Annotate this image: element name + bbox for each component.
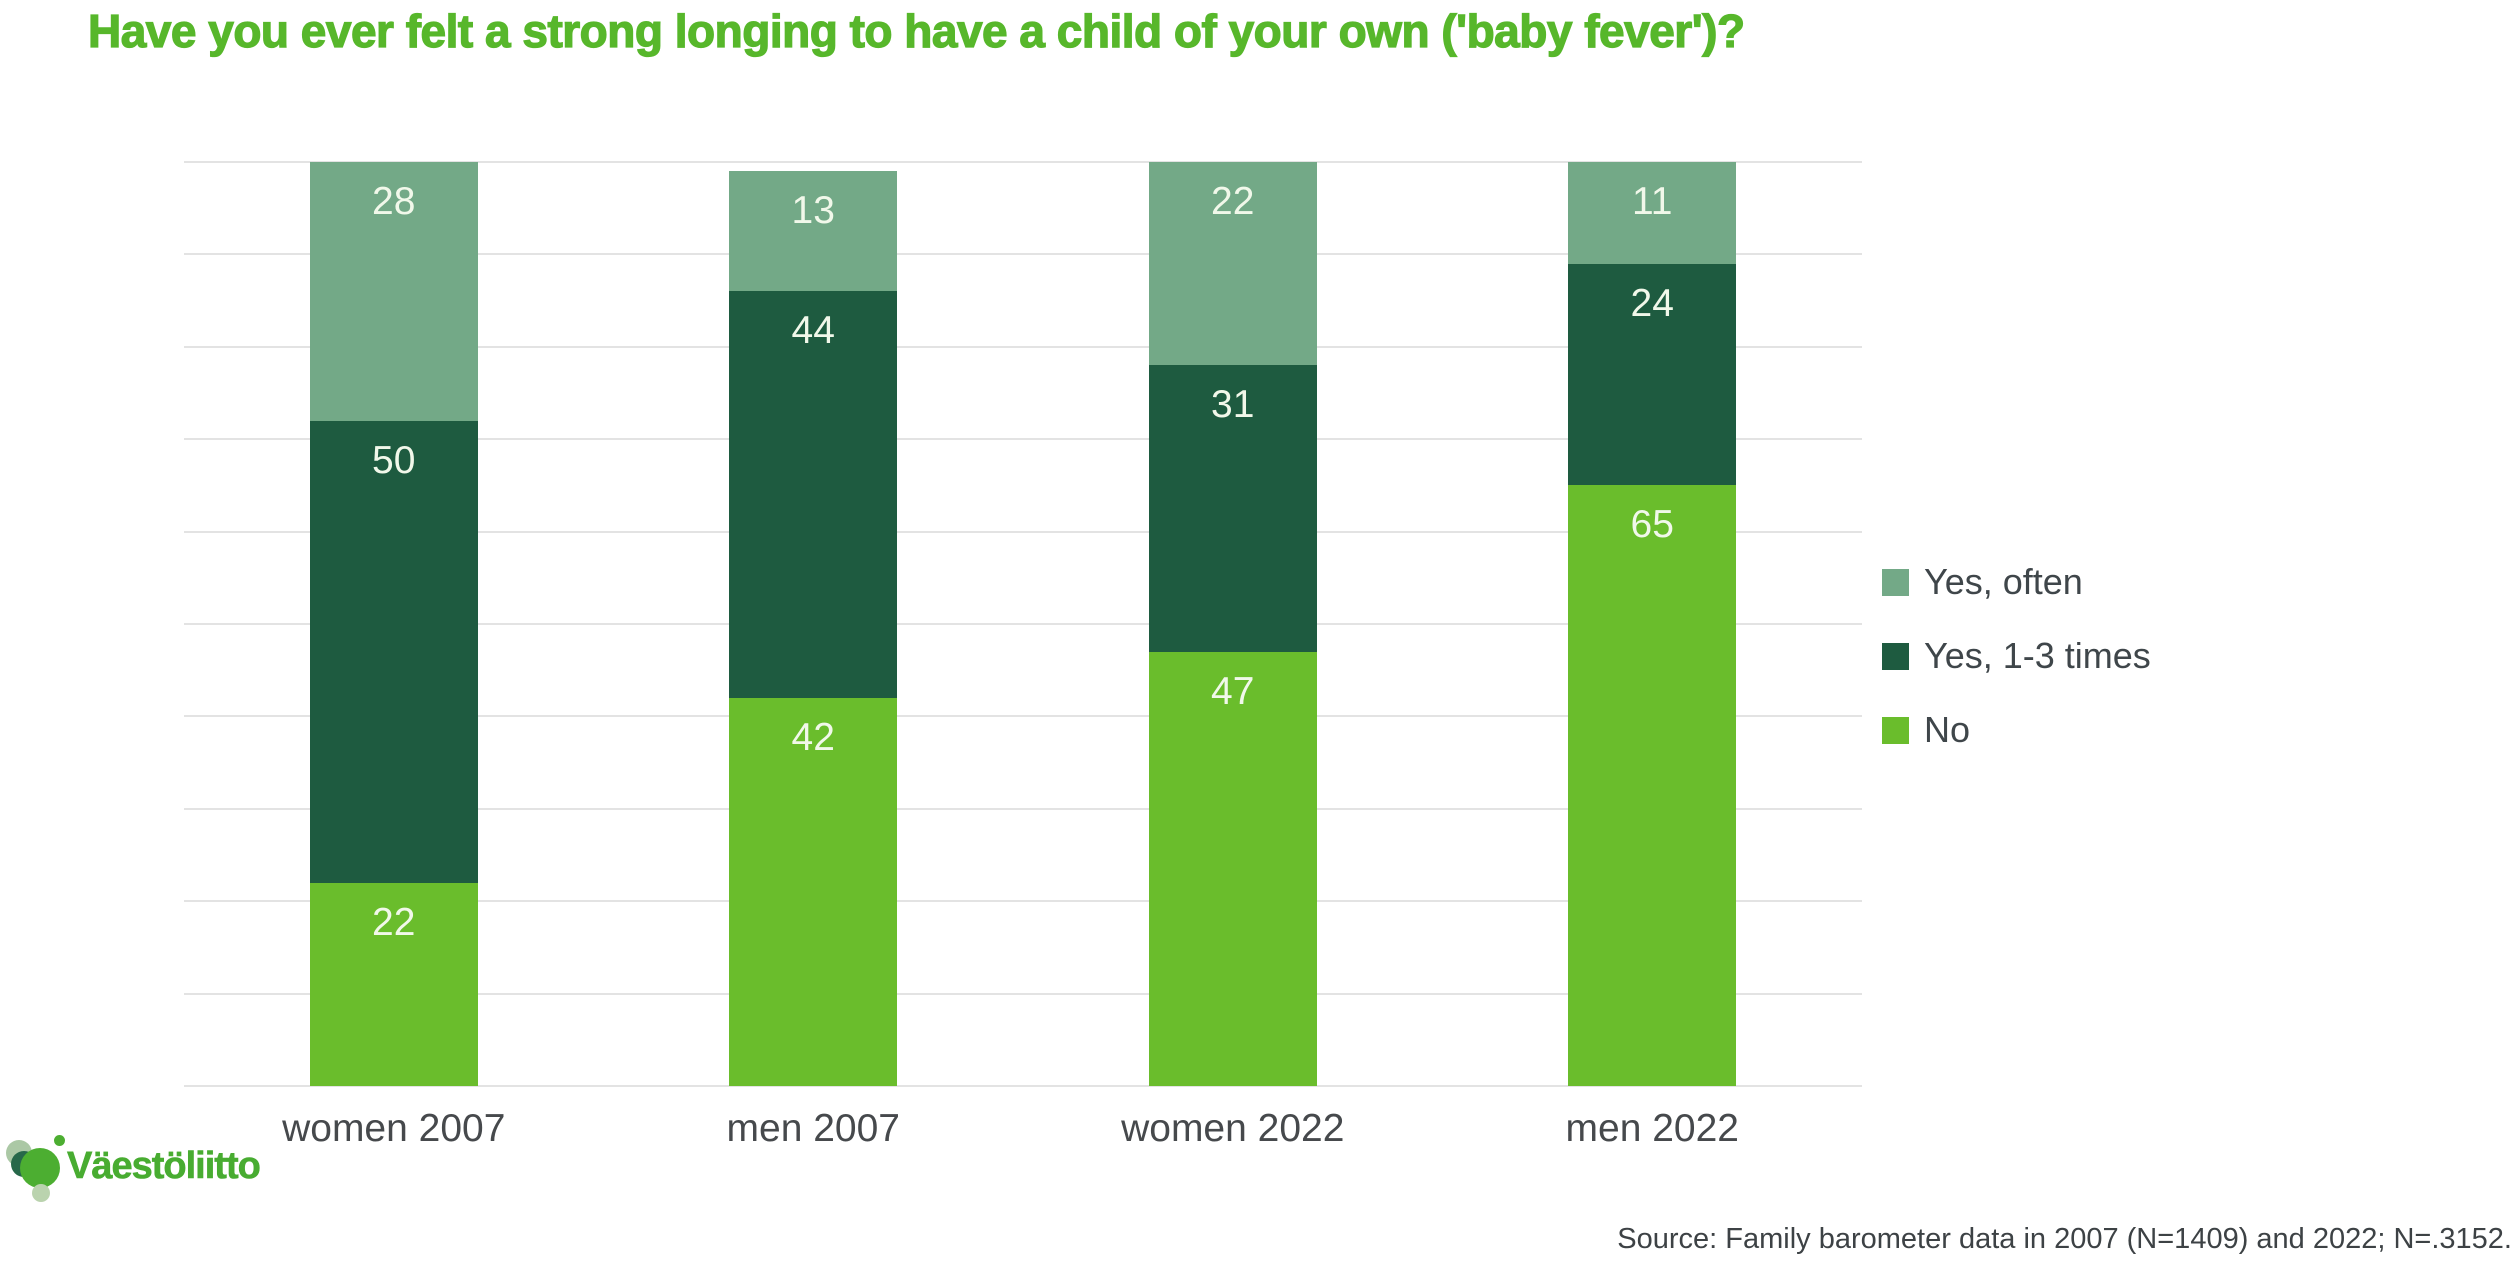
segment-yes-1-3-times-men-2007: 44 [729,291,898,698]
segment-value-label: 22 [372,900,416,944]
legend-swatch-icon [1882,642,1909,670]
logo-circle-sage-bottom-icon [32,1184,50,1202]
x-axis-label-men-2022: men 2022 [1565,1107,1739,1150]
legend-item-yes-1-3-times: Yes, 1-3 times [1882,636,2151,676]
gridline [184,530,1862,533]
gridline [184,623,1862,625]
legend-label: Yes, 1-3 times [1924,635,2151,676]
gridline [184,992,1862,995]
gridline [184,253,1862,256]
gridline [184,1085,1862,1087]
legend: Yes, often Yes, 1-3 times No [1882,562,2151,750]
legend-swatch-icon [1882,568,1909,596]
segment-value-label: 22 [1211,180,1255,223]
segment-value-label: 11 [1632,180,1673,223]
bar-men-2007: 13 44 42 [729,171,898,1086]
segment-no-men-2022: 65 [1568,485,1737,1086]
segment-yes-often-women-2022: 22 [1148,162,1317,366]
segment-value-label: 44 [791,309,835,353]
logo-circle-dot-icon [54,1135,65,1146]
chart-title: Have you ever felt a strong longing to h… [87,4,1745,57]
segment-yes-1-3-times-women-2007: 50 [309,420,478,883]
segment-yes-1-3-times-men-2022: 24 [1568,263,1737,486]
segment-value-label: 31 [1211,383,1255,427]
x-axis-labels: women 2007 men 2007 women 2022 men 2022 [184,1107,1862,1160]
legend-item-no: No [1882,710,2151,750]
gridline [184,807,1862,810]
segment-no-women-2007: 22 [309,882,478,1086]
logo-text: Väestöliitto [67,1145,261,1188]
segment-value-label: 65 [1630,503,1674,547]
vaestoliitto-logo: Väestöliitto [6,1126,368,1236]
segment-no-men-2007: 42 [729,697,898,1086]
segment-value-label: 13 [791,189,835,233]
gridline [184,900,1862,903]
gridline [184,161,1862,163]
segment-yes-1-3-times-women-2022: 31 [1148,365,1317,652]
gridline [184,345,1862,348]
segment-value-label: 28 [372,180,416,223]
logo-circle-green-icon [20,1148,60,1188]
segment-no-women-2022: 47 [1148,651,1317,1086]
x-axis-label-women-2022: women 2022 [1121,1107,1345,1150]
segment-value-label: 42 [791,715,835,759]
bar-women-2022: 22 31 47 [1148,162,1317,1086]
gridline [184,715,1862,718]
gridline [184,438,1862,441]
segment-value-label: 47 [1211,669,1255,713]
segment-yes-often-men-2022: 11 [1568,162,1737,264]
x-axis-label-women-2007: women 2007 [282,1107,506,1150]
source-note: Source: Family barometer data in 2007 (N… [1617,1223,2512,1255]
plot-area: 28 50 22 13 44 42 22 31 47 11 24 65 [184,161,1862,1087]
legend-swatch-icon [1882,716,1909,744]
x-axis-label-men-2007: men 2007 [726,1107,900,1150]
segment-yes-often-women-2007: 28 [309,162,478,421]
bar-men-2022: 11 24 65 [1568,162,1737,1086]
legend-label: No [1924,709,1971,750]
legend-item-yes-often: Yes, often [1882,562,2151,602]
segment-yes-often-men-2007: 13 [729,171,898,292]
bar-women-2007: 28 50 22 [309,162,478,1086]
segment-value-label: 24 [1630,281,1674,325]
legend-label: Yes, often [1924,561,2083,602]
segment-value-label: 50 [372,438,416,482]
